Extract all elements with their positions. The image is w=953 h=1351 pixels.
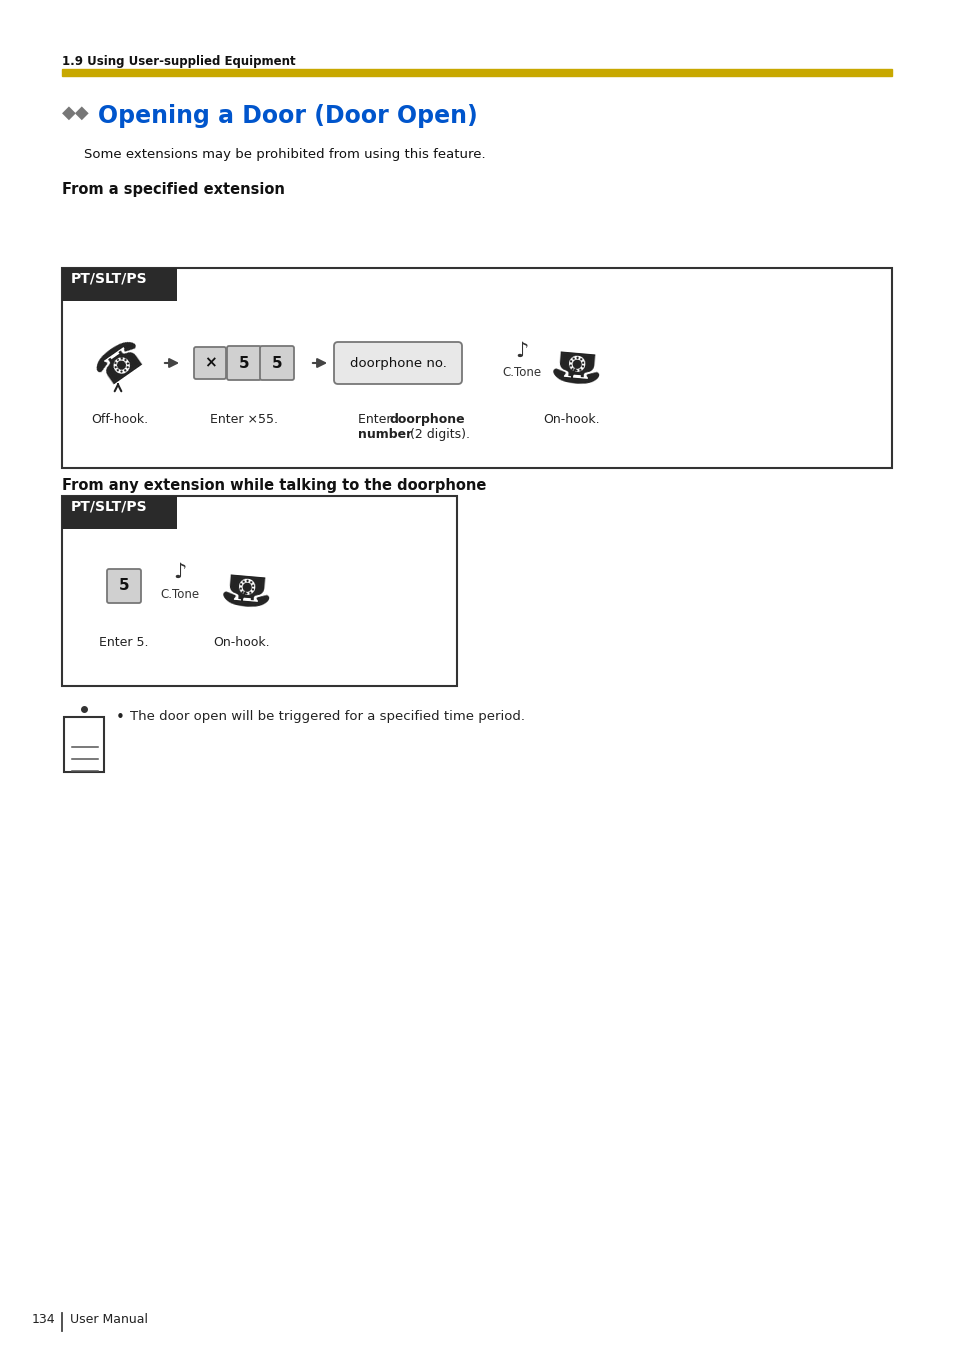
Text: (2 digits).: (2 digits). — [406, 428, 470, 440]
FancyBboxPatch shape — [107, 569, 141, 603]
Text: ☎: ☎ — [214, 563, 270, 609]
Text: Some extensions may be prohibited from using this feature.: Some extensions may be prohibited from u… — [84, 149, 485, 161]
Bar — [62, 496, 177, 530]
Text: ♪: ♪ — [173, 562, 187, 582]
Bar — [62, 69, 891, 76]
Text: number: number — [357, 428, 412, 440]
FancyBboxPatch shape — [227, 346, 261, 380]
Text: doorphone no.: doorphone no. — [349, 357, 446, 370]
Text: ◆◆: ◆◆ — [62, 104, 90, 122]
Bar — [62, 267, 177, 301]
Text: Off-hook.: Off-hook. — [91, 413, 149, 426]
Bar — [64, 717, 104, 771]
Text: User Manual: User Manual — [70, 1313, 148, 1325]
Text: 5: 5 — [272, 355, 282, 370]
Text: PT/SLT/PS: PT/SLT/PS — [71, 499, 148, 513]
Text: From any extension while talking to the doorphone: From any extension while talking to the … — [62, 478, 486, 493]
Text: doorphone: doorphone — [390, 413, 465, 426]
Text: From a specified extension: From a specified extension — [62, 182, 285, 197]
Bar — [62, 267, 891, 467]
Text: ☎: ☎ — [87, 331, 153, 394]
Text: ♪: ♪ — [515, 340, 528, 361]
Text: C.Tone: C.Tone — [160, 588, 199, 600]
Text: The door open will be triggered for a specified time period.: The door open will be triggered for a sp… — [130, 711, 524, 723]
Text: 1.9 Using User-supplied Equipment: 1.9 Using User-supplied Equipment — [62, 55, 295, 68]
Text: Enter ×55.: Enter ×55. — [210, 413, 277, 426]
Text: 5: 5 — [118, 578, 130, 593]
Bar — [62, 496, 456, 686]
Text: Enter 5.: Enter 5. — [99, 636, 149, 648]
Text: Enter: Enter — [357, 413, 395, 426]
Text: On-hook.: On-hook. — [213, 636, 270, 648]
Text: On-hook.: On-hook. — [543, 413, 599, 426]
Text: 134: 134 — [31, 1313, 55, 1325]
FancyBboxPatch shape — [260, 346, 294, 380]
Text: •: • — [116, 711, 125, 725]
Text: C.Tone: C.Tone — [502, 366, 541, 380]
Text: ☎: ☎ — [544, 340, 599, 386]
Text: PT/SLT/PS: PT/SLT/PS — [71, 272, 148, 285]
FancyBboxPatch shape — [334, 342, 461, 384]
Text: Opening a Door (Door Open): Opening a Door (Door Open) — [98, 104, 477, 128]
Text: 5: 5 — [238, 355, 249, 370]
FancyBboxPatch shape — [193, 347, 226, 380]
Text: ×: × — [203, 355, 216, 370]
